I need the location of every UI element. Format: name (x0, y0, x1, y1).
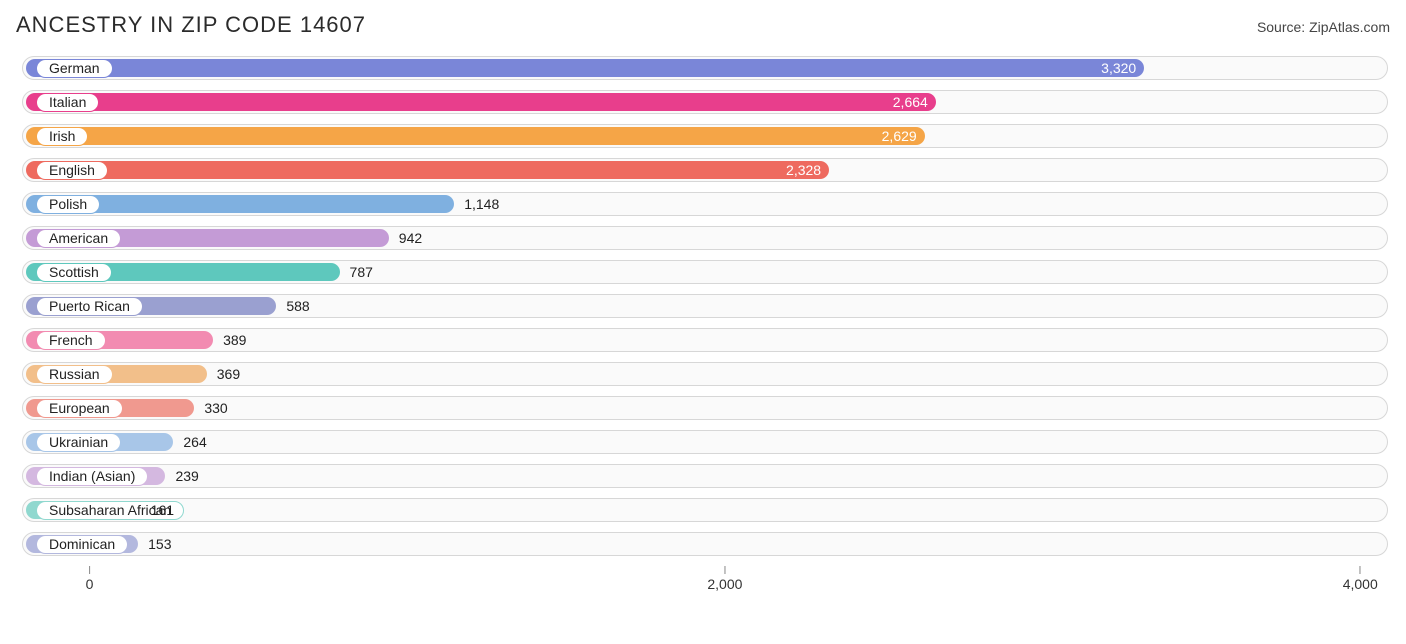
value-label: 2,664 (893, 93, 928, 111)
bar-row: French 389 (22, 328, 1390, 352)
value-label: 330 (204, 399, 227, 417)
category-pill: German (36, 59, 113, 78)
bar-track (22, 498, 1388, 522)
bar-row: Scottish 787 (22, 260, 1390, 284)
chart-header: ANCESTRY IN ZIP CODE 14607 Source: ZipAt… (16, 12, 1390, 38)
bar-row: Russian 369 (22, 362, 1390, 386)
category-pill: Irish (36, 127, 88, 146)
chart-source: Source: ZipAtlas.com (1257, 19, 1390, 35)
tick-mark (724, 566, 725, 574)
value-label: 161 (151, 501, 174, 519)
bar-row: English 2,328 (22, 158, 1390, 182)
category-pill: Polish (36, 195, 100, 214)
bar-fill (26, 93, 936, 111)
category-pill: American (36, 229, 121, 248)
bar-row: Polish 1,148 (22, 192, 1390, 216)
category-pill: Russian (36, 365, 113, 384)
bar-row: Dominican 153 (22, 532, 1390, 556)
bar-row: European 330 (22, 396, 1390, 420)
tick-label: 0 (86, 576, 94, 592)
bar-fill (26, 127, 925, 145)
value-label: 588 (286, 297, 309, 315)
bar-track (22, 464, 1388, 488)
bar-row: German 3,320 (22, 56, 1390, 80)
bar-fill (26, 161, 829, 179)
bar-track (22, 430, 1388, 454)
axis-tick: 0 (86, 566, 94, 592)
category-pill: Indian (Asian) (36, 467, 148, 486)
category-pill: Italian (36, 93, 99, 112)
category-pill: Dominican (36, 535, 128, 554)
chart-container: ANCESTRY IN ZIP CODE 14607 Source: ZipAt… (0, 0, 1406, 604)
value-label: 2,328 (786, 161, 821, 179)
value-label: 787 (350, 263, 373, 281)
bar-track (22, 532, 1388, 556)
axis-tick: 4,000 (1343, 566, 1378, 592)
bar-row: Subsaharan African161 (22, 498, 1390, 522)
tick-mark (89, 566, 90, 574)
tick-label: 4,000 (1343, 576, 1378, 592)
bar-row: Ukrainian 264 (22, 430, 1390, 454)
value-label: 2,629 (882, 127, 917, 145)
bar-row: Puerto Rican 588 (22, 294, 1390, 318)
tick-label: 2,000 (707, 576, 742, 592)
chart-plot-area: German 3,320 Italian 2,664 Irish 2,629 English… (22, 56, 1390, 556)
category-pill: French (36, 331, 106, 350)
bar-row: Italian 2,664 (22, 90, 1390, 114)
value-label: 1,148 (464, 195, 499, 213)
bar-row: American 942 (22, 226, 1390, 250)
category-pill: Ukrainian (36, 433, 121, 452)
bar-fill (26, 59, 1144, 77)
value-label: 942 (399, 229, 422, 247)
bar-row: Irish 2,629 (22, 124, 1390, 148)
value-label: 369 (217, 365, 240, 383)
axis-tick: 2,000 (707, 566, 742, 592)
tick-mark (1360, 566, 1361, 574)
category-pill: English (36, 161, 108, 180)
category-pill: Scottish (36, 263, 112, 282)
value-label: 153 (148, 535, 171, 553)
value-label: 389 (223, 331, 246, 349)
bar-row: Indian (Asian) 239 (22, 464, 1390, 488)
category-pill: European (36, 399, 123, 418)
value-label: 239 (175, 467, 198, 485)
category-pill: Puerto Rican (36, 297, 143, 316)
x-axis: 0 2,000 4,000 (16, 566, 1390, 596)
chart-title: ANCESTRY IN ZIP CODE 14607 (16, 12, 366, 38)
value-label: 3,320 (1101, 59, 1136, 77)
value-label: 264 (183, 433, 206, 451)
